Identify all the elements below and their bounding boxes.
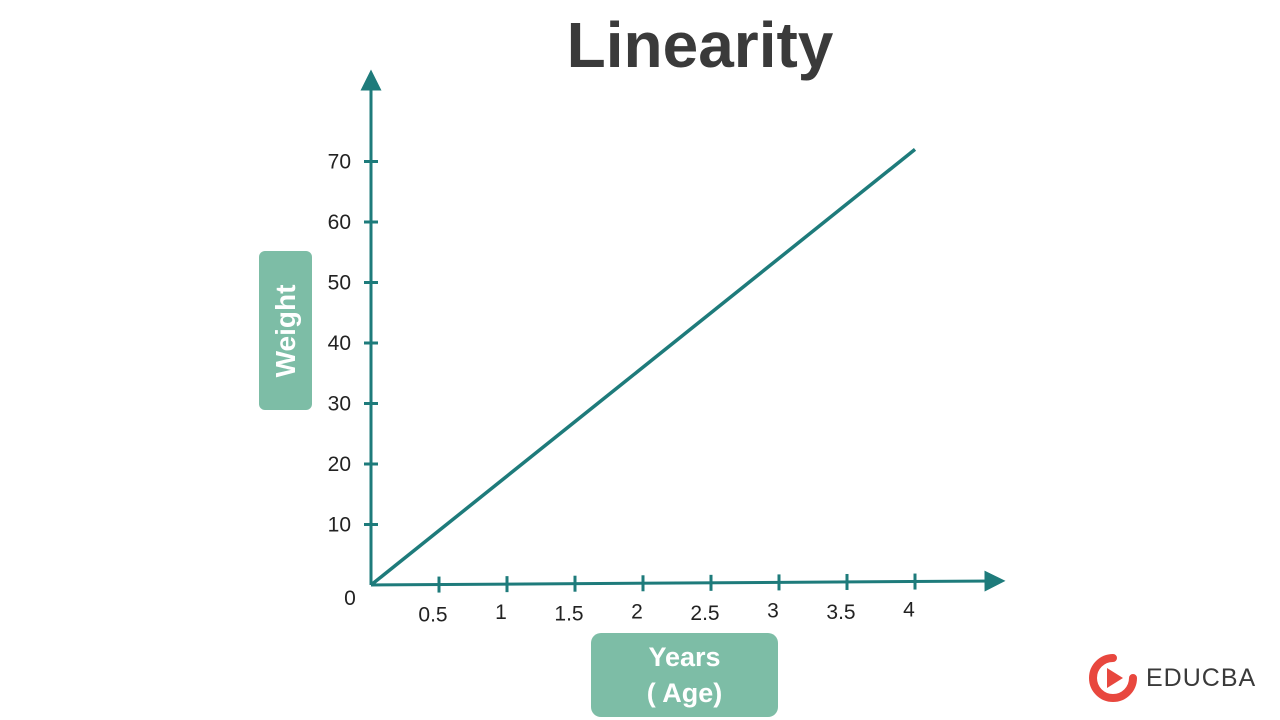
x-axis-label-line1: Years <box>648 642 721 672</box>
series-line <box>369 148 917 587</box>
y-tick-label: 10 <box>328 514 351 537</box>
x-tick-label: 3 <box>767 599 779 622</box>
x-axis-label-box: Years ( Age) <box>591 633 778 717</box>
x-tick-label: 0.5 <box>418 604 447 627</box>
x-axis-label-line2: ( Age) <box>646 678 723 708</box>
series-group <box>369 148 917 587</box>
brand-name: EDUCBA <box>1146 663 1257 692</box>
brand-logo: EDUCBA <box>1088 654 1257 702</box>
play-logo-icon <box>1089 654 1137 702</box>
y-tick-label: 50 <box>328 272 351 295</box>
x-tick-label: 1.5 <box>554 603 583 626</box>
x-tick-label: 2 <box>631 600 643 623</box>
y-axis-label: Weight <box>269 284 301 377</box>
y-tick-label: 30 <box>328 393 351 416</box>
x-axis <box>370 570 1006 592</box>
origin-label: 0 <box>344 587 356 610</box>
x-tick-label: 1 <box>495 601 507 624</box>
chart-title: Linearity <box>566 9 834 81</box>
x-tick-label: 2.5 <box>690 602 719 625</box>
y-axis-ticks: 10 20 30 40 50 60 70 <box>328 151 378 537</box>
y-tick-label: 70 <box>328 151 351 174</box>
y-tick-label: 60 <box>328 211 351 234</box>
x-tick-label: 4 <box>903 599 915 622</box>
x-axis-ticks: 0.5 1 1.5 2 2.5 3 3.5 4 <box>418 573 917 627</box>
x-tick-label: 3.5 <box>826 601 855 624</box>
y-tick-label: 40 <box>328 332 351 355</box>
y-tick-label: 20 <box>328 453 351 476</box>
y-axis-label-box: Weight <box>259 251 312 410</box>
